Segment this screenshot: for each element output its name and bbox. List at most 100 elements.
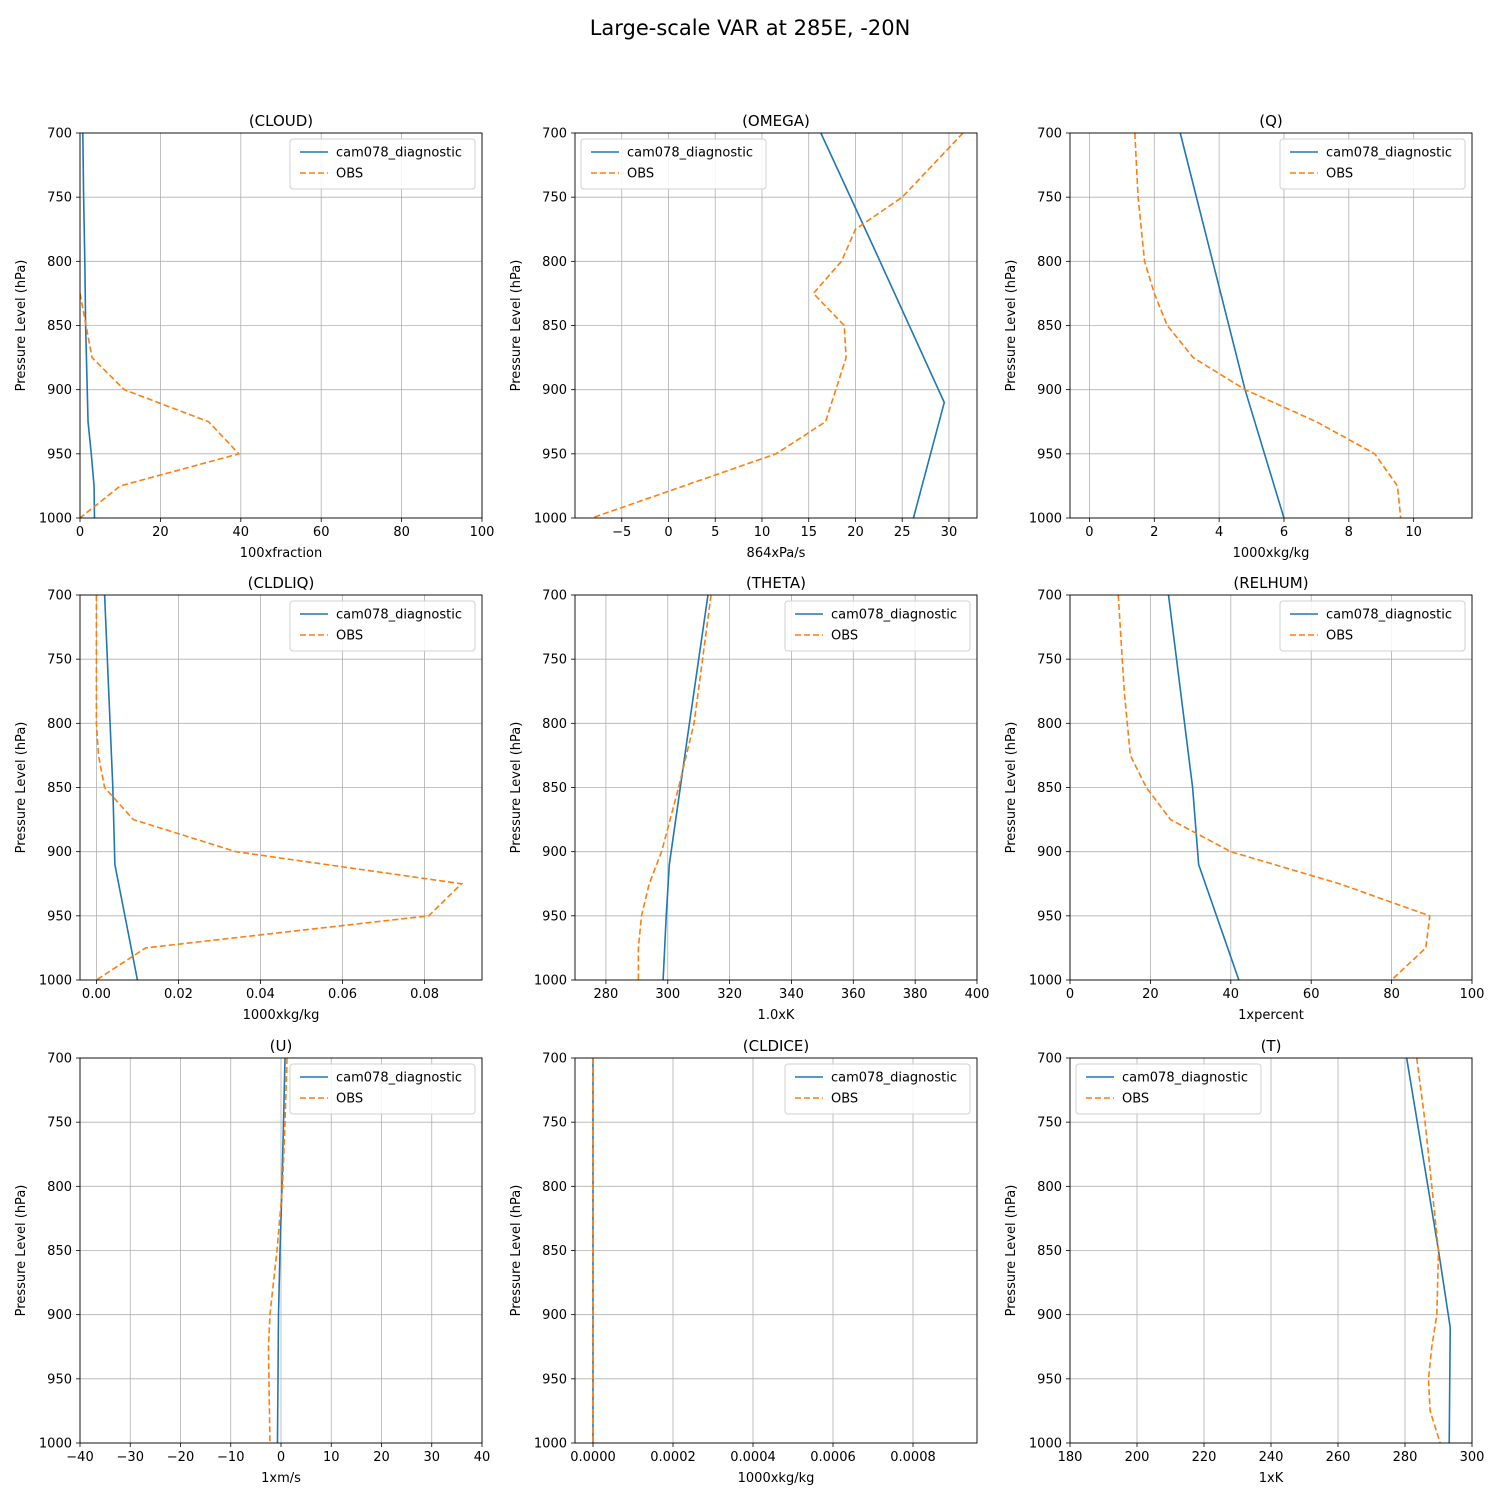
y-tick-label: 1000 xyxy=(1029,512,1062,527)
legend-label: cam078_diagnostic xyxy=(1326,608,1452,623)
y-tick-label: 1000 xyxy=(39,974,72,989)
y-axis-label: Pressure Level (hPa) xyxy=(1004,722,1019,854)
legend-label: OBS xyxy=(1326,629,1353,644)
series-line-model xyxy=(276,1058,286,1443)
x-tick-label: 0.00 xyxy=(82,987,111,1002)
y-tick-label: 800 xyxy=(1037,1180,1062,1195)
y-tick-label: 800 xyxy=(1037,255,1062,270)
x-tick-label: 20 xyxy=(152,525,169,540)
series-line-model xyxy=(103,595,139,980)
x-tick-label: −5 xyxy=(612,525,631,540)
x-axis-label: 1000xkg/kg xyxy=(243,1008,320,1023)
y-tick-label: 750 xyxy=(542,1116,567,1131)
legend: cam078_diagnostic OBS xyxy=(784,1063,971,1115)
legend: cam078_diagnostic OBS xyxy=(1075,1063,1262,1115)
x-tick-label: 200 xyxy=(1125,1450,1150,1465)
subplot-9: 180 200 220 240 260 280 300 700 750 800 850 900 950 1… xyxy=(1004,1037,1484,1486)
legend-box xyxy=(580,138,767,190)
y-tick-label: 750 xyxy=(1037,1116,1062,1131)
y-tick-label: 850 xyxy=(542,1244,567,1259)
series-line-model xyxy=(820,133,946,518)
y-tick-label: 850 xyxy=(47,1244,72,1259)
x-tick-label: 5 xyxy=(711,525,719,540)
x-tick-label: −40 xyxy=(66,1450,93,1465)
x-tick-label: 300 xyxy=(1460,1450,1485,1465)
x-tick-label: 60 xyxy=(1303,987,1320,1002)
subplot-6: 0 20 40 60 80 100 700 750 800 850 900 950 1000 (RELHU… xyxy=(1004,574,1484,1023)
y-tick-label: 1000 xyxy=(39,512,72,527)
x-tick-label: 10 xyxy=(1405,525,1422,540)
x-axis-label: 1xK xyxy=(1259,1471,1284,1486)
x-tick-label: 20 xyxy=(1142,987,1159,1002)
x-tick-label: 0.0008 xyxy=(890,1450,936,1465)
y-tick-label: 750 xyxy=(47,1116,72,1131)
y-tick-label: 950 xyxy=(47,447,72,462)
y-tick-label: 800 xyxy=(542,1180,567,1195)
x-tick-label: 20 xyxy=(847,525,864,540)
series-line-obs xyxy=(267,1058,288,1443)
y-axis-label: Pressure Level (hPa) xyxy=(509,260,524,392)
subplot-7: −40 −30 −20 −10 0 10 20 30 40 700 750 800 850 900 950 1… xyxy=(14,1037,490,1486)
legend-label: cam078_diagnostic xyxy=(1122,1071,1248,1086)
y-tick-label: 850 xyxy=(1037,319,1062,334)
y-tick-label: 950 xyxy=(542,447,567,462)
y-tick-label: 800 xyxy=(47,717,72,732)
x-tick-label: −10 xyxy=(217,1450,244,1465)
x-tick-label: 60 xyxy=(313,525,330,540)
y-tick-label: 700 xyxy=(47,127,72,142)
y-tick-label: 750 xyxy=(47,653,72,668)
legend-label: OBS xyxy=(1326,167,1353,182)
x-tick-label: 0.02 xyxy=(164,987,193,1002)
subplot-title: (T) xyxy=(1261,1037,1282,1055)
legend-box xyxy=(784,1063,971,1115)
y-tick-label: 750 xyxy=(542,191,567,206)
x-tick-label: −30 xyxy=(117,1450,144,1465)
legend-label: OBS xyxy=(831,1092,858,1107)
y-tick-label: 750 xyxy=(1037,653,1062,668)
subplot-title: (Q) xyxy=(1259,112,1283,130)
y-tick-label: 700 xyxy=(1037,589,1062,604)
y-tick-label: 950 xyxy=(47,1372,72,1387)
x-tick-label: 30 xyxy=(423,1450,440,1465)
x-tick-label: 0.0000 xyxy=(570,1450,616,1465)
series-line-model xyxy=(662,595,709,980)
subplot-4: 0.00 0.02 0.04 0.06 0.08 700 750 800 850 900 950 10… xyxy=(14,574,483,1023)
subplot-title: (RELHUM) xyxy=(1233,574,1308,592)
series-line-obs xyxy=(637,595,712,980)
legend-box xyxy=(1075,1063,1262,1115)
y-tick-label: 900 xyxy=(542,383,567,398)
x-tick-label: 10 xyxy=(754,525,771,540)
y-tick-label: 850 xyxy=(1037,1244,1062,1259)
x-tick-label: 360 xyxy=(841,987,866,1002)
legend: cam078_diagnostic OBS xyxy=(289,138,476,190)
series-line-model xyxy=(82,133,96,518)
y-tick-label: 800 xyxy=(542,255,567,270)
x-tick-label: 340 xyxy=(779,987,804,1002)
legend-box xyxy=(289,1063,476,1115)
x-tick-label: 0 xyxy=(76,525,84,540)
y-axis-label: Pressure Level (hPa) xyxy=(1004,260,1019,392)
series-line-obs xyxy=(591,133,964,518)
y-tick-label: 800 xyxy=(542,717,567,732)
legend-box xyxy=(784,600,971,652)
series-line-model xyxy=(1405,1058,1452,1443)
subplot-title: (OMEGA) xyxy=(742,112,810,130)
x-tick-label: 240 xyxy=(1259,1450,1284,1465)
x-tick-label: 400 xyxy=(965,987,990,1002)
y-tick-label: 700 xyxy=(1037,1052,1062,1067)
y-tick-label: 750 xyxy=(542,653,567,668)
x-tick-label: 10 xyxy=(323,1450,340,1465)
subplot-title: (U) xyxy=(270,1037,293,1055)
legend-label: OBS xyxy=(336,167,363,182)
legend-label: cam078_diagnostic xyxy=(336,608,462,623)
y-axis-label: Pressure Level (hPa) xyxy=(509,1185,524,1317)
x-axis-label: 1.0xK xyxy=(758,1008,795,1023)
y-tick-label: 950 xyxy=(1037,909,1062,924)
x-tick-label: 0 xyxy=(1085,525,1093,540)
y-tick-label: 900 xyxy=(47,383,72,398)
x-tick-label: 0 xyxy=(277,1450,285,1465)
x-tick-label: −20 xyxy=(167,1450,194,1465)
y-tick-label: 1000 xyxy=(534,512,567,527)
y-tick-label: 900 xyxy=(1037,1308,1062,1323)
series-line-obs xyxy=(1415,1058,1441,1443)
